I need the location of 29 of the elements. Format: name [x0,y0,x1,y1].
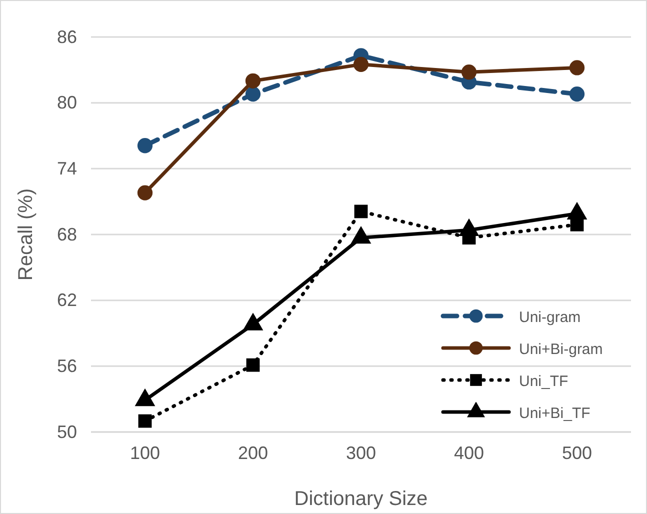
x-tick-label: 200 [238,442,268,463]
legend-label: Uni+Bi-gram [519,341,603,358]
point [569,86,585,102]
x-tick-label: 300 [346,442,376,463]
point [137,185,153,200]
legend-label: Uni_TF [519,373,568,390]
y-tick-label: 56 [56,356,77,376]
y-tick-label: 80 [56,92,77,113]
point [138,414,152,428]
legend-label: Uni-gram [519,309,581,326]
y-tick-label: 62 [56,290,77,310]
y-tick-label: 74 [56,158,77,178]
x-tick-label: 100 [130,442,160,463]
point [353,56,369,72]
x-axis-title: Dictionary Size [294,488,428,510]
point [245,73,261,88]
point [245,86,261,102]
point [461,64,477,80]
point [246,358,260,372]
legend-label: Uni+Bi_TF [519,405,590,422]
y-tick-label: 86 [56,26,77,47]
y-tick-label: 68 [56,224,77,244]
x-tick-label: 400 [454,442,484,463]
point [569,60,585,76]
y-axis-title: Recall (%) [15,188,37,281]
point [354,204,368,218]
point [137,138,153,154]
x-tick-label: 500 [562,442,592,463]
y-tick-label: 50 [56,422,77,442]
